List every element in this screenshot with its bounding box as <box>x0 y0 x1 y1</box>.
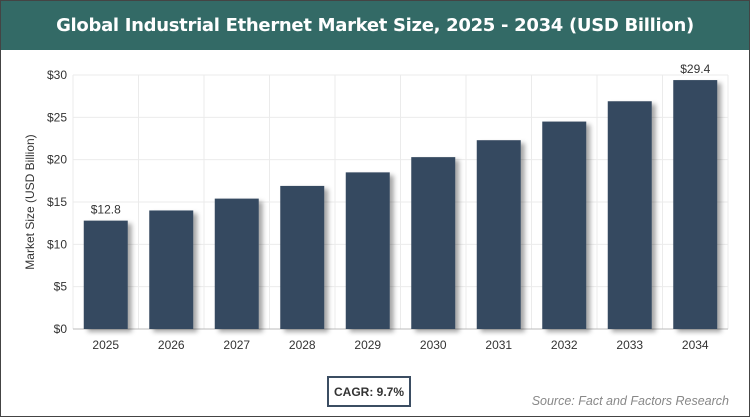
x-tick-label: 2029 <box>354 338 381 352</box>
bar-2032 <box>542 121 587 329</box>
y-tick-label: $5 <box>54 280 68 294</box>
y-tick-label: $20 <box>47 153 67 167</box>
x-tick-label: 2031 <box>485 338 512 352</box>
data-label: $12.8 <box>91 203 121 217</box>
y-tick-label: $15 <box>47 195 67 209</box>
bar-2031 <box>476 140 521 329</box>
cagr-badge: CAGR: 9.7% <box>327 376 411 407</box>
x-tick-label: 2026 <box>158 338 185 352</box>
x-tick-label: 2027 <box>223 338 250 352</box>
y-axis-title: Market Size (USD Billion) <box>23 134 37 269</box>
x-tick-label: 2032 <box>551 338 578 352</box>
y-tick-label: $30 <box>47 68 67 82</box>
x-tick-label: 2034 <box>682 338 709 352</box>
y-tick-label: $10 <box>47 237 67 251</box>
bar-2034 <box>673 80 718 329</box>
y-tick-label: $25 <box>47 110 67 124</box>
bar-2030 <box>411 157 456 329</box>
bar-2026 <box>149 210 194 329</box>
y-tick-label: $0 <box>54 322 68 336</box>
chart-title: Global Industrial Ethernet Market Size, … <box>1 1 749 50</box>
source-note: Source: Fact and Factors Research <box>531 394 729 408</box>
bar-2029 <box>345 172 390 329</box>
bar-2028 <box>280 185 325 329</box>
x-tick-label: 2033 <box>616 338 643 352</box>
x-tick-label: 2025 <box>92 338 119 352</box>
data-label: $29.4 <box>680 62 710 76</box>
bar-2027 <box>214 198 259 329</box>
bar-2033 <box>607 101 652 329</box>
bar-2025 <box>83 220 128 329</box>
x-tick-label: 2028 <box>289 338 316 352</box>
x-tick-label: 2030 <box>420 338 447 352</box>
